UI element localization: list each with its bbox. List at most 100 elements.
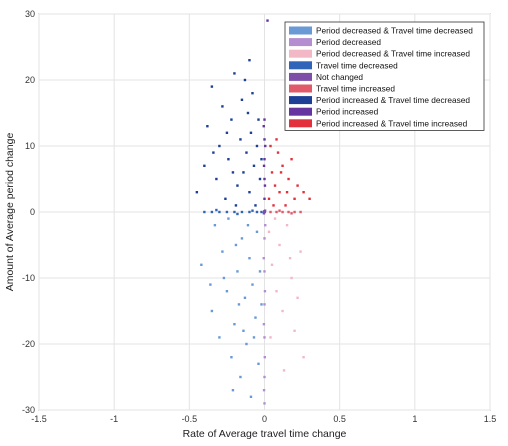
series-points — [262, 19, 269, 200]
data-point — [210, 309, 214, 313]
data-point — [210, 85, 214, 88]
grid-lines — [38, 13, 491, 411]
legend: Period decreased & Travel time decreased… — [284, 21, 485, 131]
data-point — [218, 210, 221, 214]
legend-swatch — [289, 84, 312, 93]
data-point — [215, 177, 218, 181]
data-point — [231, 171, 235, 174]
legend-swatch — [289, 72, 312, 81]
data-point — [227, 158, 230, 161]
x-tick-label: -1.5 — [31, 414, 47, 424]
data-point — [263, 290, 267, 293]
data-point — [224, 197, 227, 200]
data-point — [248, 191, 251, 194]
legend-entry: Travel time increased — [316, 84, 395, 94]
data-point — [234, 243, 238, 247]
data-point — [230, 118, 233, 121]
data-point — [239, 138, 242, 141]
data-point — [263, 356, 267, 359]
data-point — [275, 138, 278, 141]
data-point — [290, 158, 293, 161]
data-point — [262, 210, 266, 213]
data-point — [206, 125, 209, 128]
data-point — [296, 184, 299, 187]
data-point — [249, 395, 253, 398]
data-points — [195, 19, 311, 405]
data-point — [221, 105, 224, 108]
data-point — [279, 171, 283, 174]
data-point — [209, 283, 212, 286]
y-axis-label: Amount of Average period change — [4, 133, 16, 292]
y-tick-label: 20 — [25, 75, 35, 85]
data-point — [273, 184, 277, 187]
data-point — [239, 375, 242, 379]
legend-swatch — [289, 107, 312, 116]
series-points — [267, 138, 311, 207]
x-tick-label: -1 — [110, 414, 118, 424]
data-point — [255, 144, 259, 148]
data-point — [258, 177, 262, 181]
data-point — [225, 290, 229, 293]
legend-entry: Period increased & Travel time increased — [316, 118, 468, 128]
data-point — [263, 138, 266, 141]
legend-swatch — [289, 26, 312, 35]
data-point — [230, 356, 233, 359]
data-point — [246, 111, 250, 115]
data-point — [260, 303, 263, 306]
data-point — [213, 224, 217, 227]
data-point — [221, 250, 224, 253]
data-point — [278, 191, 281, 194]
legend-swatch — [289, 61, 312, 70]
data-point — [262, 212, 266, 215]
data-point — [195, 191, 199, 194]
data-point — [227, 217, 230, 220]
data-point — [302, 356, 305, 359]
data-point — [290, 276, 293, 280]
data-point — [263, 237, 266, 240]
data-point — [243, 296, 247, 299]
data-point — [287, 177, 290, 181]
series-points — [195, 59, 263, 207]
data-point — [233, 323, 236, 326]
data-point — [288, 257, 292, 260]
data-point — [251, 209, 254, 212]
data-point — [276, 151, 280, 154]
x-axis-label: Rate of Average travel time change — [183, 428, 347, 440]
data-point — [233, 210, 236, 214]
data-point — [267, 197, 271, 200]
data-point — [240, 98, 244, 101]
data-point — [248, 257, 251, 260]
data-point — [290, 212, 293, 215]
series-points — [262, 209, 267, 215]
data-point — [263, 184, 267, 187]
data-point — [264, 224, 267, 227]
data-point — [243, 78, 247, 82]
data-point — [272, 204, 275, 207]
data-point — [262, 257, 265, 260]
data-point — [234, 204, 238, 207]
data-point — [263, 158, 266, 161]
data-point — [302, 191, 305, 194]
data-point — [251, 92, 254, 95]
x-tick-label: 0 — [262, 414, 267, 424]
legend-swatch — [289, 119, 312, 128]
tick-labels: -1.5 -1 -0.5 0 0.5 1 1.5 -30 -20 -10 0 10 20 30 — [22, 9, 496, 424]
data-point — [262, 389, 266, 392]
data-point — [275, 290, 278, 293]
data-point — [273, 217, 277, 220]
y-tick-label: 10 — [25, 141, 35, 151]
data-point — [293, 329, 296, 332]
data-point — [212, 151, 215, 154]
data-point — [248, 210, 251, 214]
data-point — [258, 270, 262, 273]
data-point — [236, 184, 239, 187]
data-point — [287, 210, 290, 214]
data-point — [242, 171, 245, 174]
data-point — [252, 336, 256, 339]
y-tick-label: -10 — [22, 273, 35, 283]
data-point — [248, 59, 251, 62]
legend-swatch — [289, 96, 312, 105]
data-point — [293, 197, 296, 200]
y-tick-label: -20 — [22, 339, 35, 349]
data-point — [218, 336, 221, 339]
